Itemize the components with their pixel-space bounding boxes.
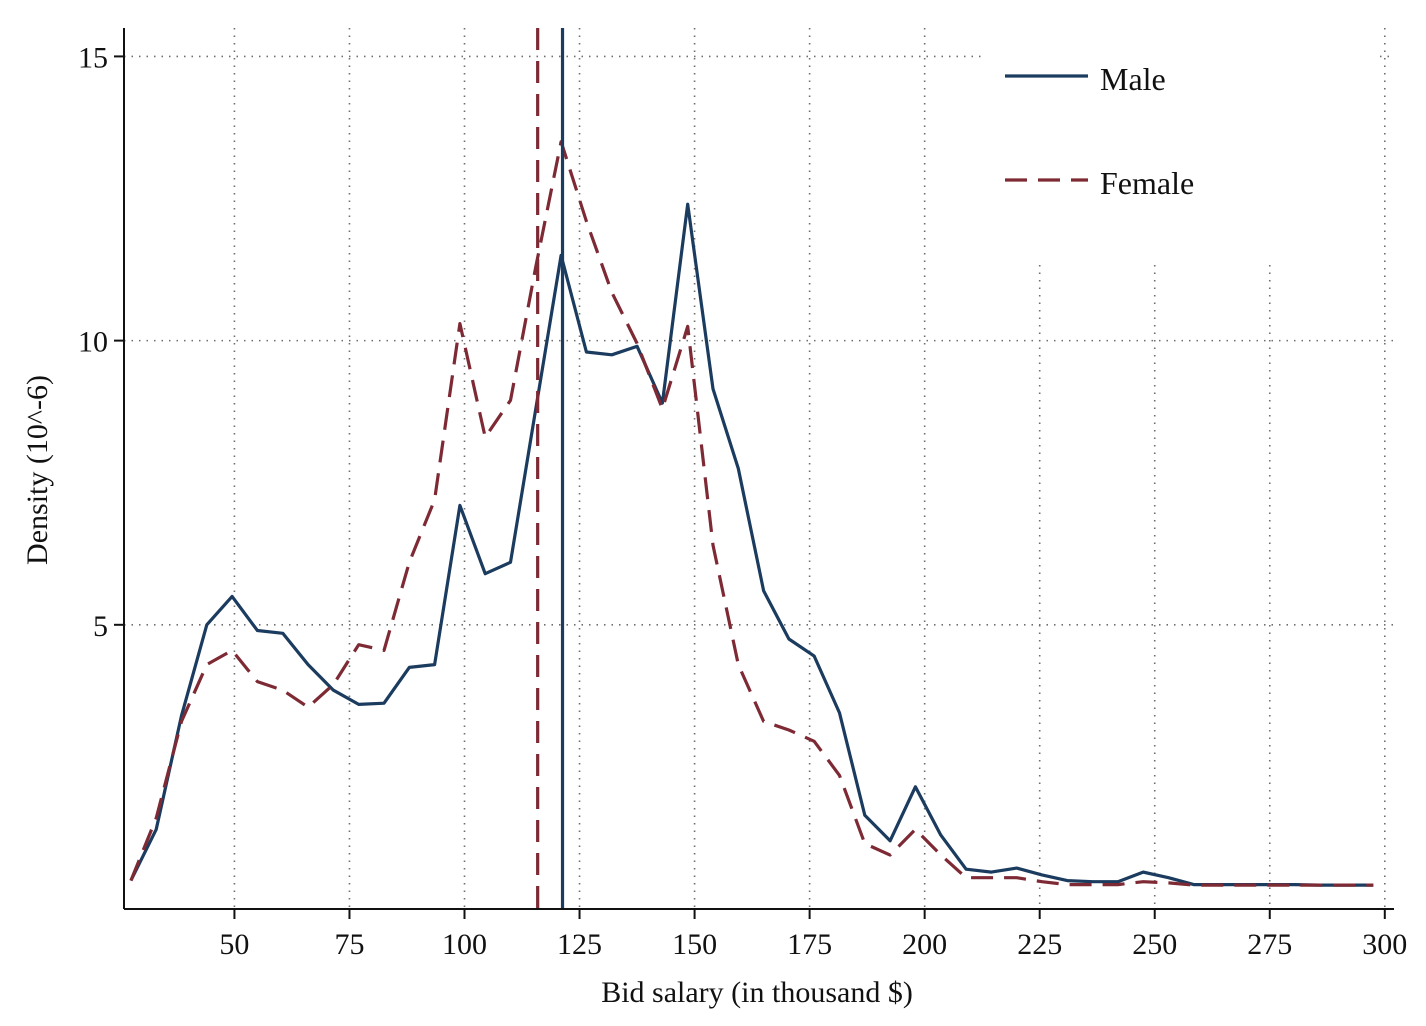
mean-lines	[536, 28, 565, 909]
series-lines	[129, 140, 1374, 887]
y-tick-label: 15	[78, 41, 108, 74]
x-tick-label: 50	[219, 928, 249, 961]
y-tick-label: 5	[93, 610, 108, 643]
x-tick-label: 100	[442, 928, 487, 961]
legend-item-female: Female	[1005, 165, 1194, 201]
grid-lines	[124, 28, 1394, 909]
legend-label-male: Male	[1100, 61, 1166, 97]
y-axis-title: Density (10^-6)	[21, 375, 54, 565]
axes	[123, 28, 1394, 910]
x-tick-label: 150	[672, 928, 717, 961]
x-tick-label: 75	[334, 928, 364, 961]
legend-item-male: Male	[1005, 61, 1166, 97]
x-tick-label: 200	[902, 928, 947, 961]
x-tick-label: 125	[557, 928, 602, 961]
x-tick-label: 225	[1017, 928, 1062, 961]
axis-ticks: 50 75 100 125 150 175 200 225 250 275 300 5 10 15	[78, 41, 1407, 961]
x-tick-label: 275	[1247, 928, 1292, 961]
series-line-female	[129, 140, 1374, 887]
x-axis-title: Bid salary (in thousand $)	[601, 976, 913, 1009]
legend: Male Female	[1005, 61, 1194, 201]
series-line-male	[129, 202, 1374, 887]
y-tick-label: 10	[78, 326, 108, 359]
x-tick-label: 250	[1132, 928, 1177, 961]
x-tick-label: 175	[787, 928, 832, 961]
legend-label-female: Female	[1100, 165, 1194, 201]
x-tick-label: 300	[1362, 928, 1407, 961]
